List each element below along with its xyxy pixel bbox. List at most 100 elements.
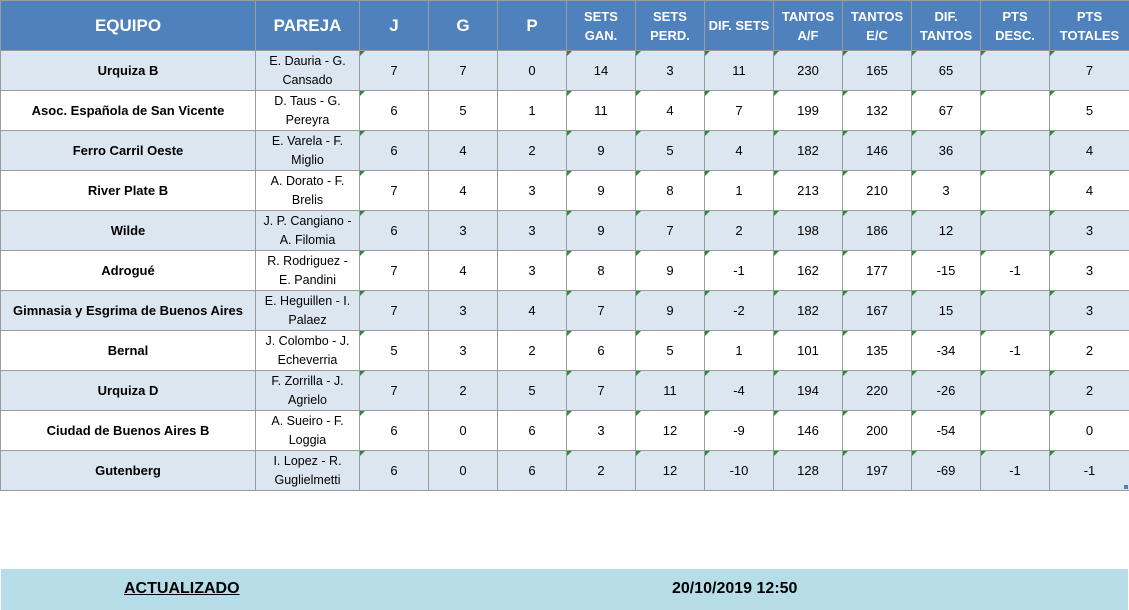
points-against-cell: 146 — [842, 130, 912, 171]
pair-names: A. Sueiro - F. Loggia — [271, 413, 344, 447]
comment-marker-icon — [843, 451, 848, 456]
sets-lost-cell: 5 — [635, 330, 705, 371]
comment-marker-icon — [1050, 411, 1055, 416]
points-against: 167 — [866, 303, 888, 318]
points-deducted-cell — [980, 210, 1050, 251]
lost: 4 — [528, 303, 536, 318]
points-diff: -15 — [936, 263, 956, 278]
table-row: Wilde J. P. Cangiano - A. Filomia 6 3 3 9 7 2 19… — [0, 210, 1129, 251]
sets-won-cell: 7 — [566, 290, 636, 331]
total-points: -1 — [1083, 463, 1096, 478]
comment-marker-icon — [567, 451, 572, 456]
lost-cell: 5 — [497, 370, 567, 411]
points-diff: 65 — [938, 63, 954, 78]
points-diff-cell: -34 — [911, 330, 981, 371]
comment-marker-icon — [981, 291, 986, 296]
comment-marker-icon — [636, 171, 641, 176]
points-for-cell: 199 — [773, 90, 843, 131]
comment-marker-icon — [1050, 251, 1055, 256]
won: 0 — [459, 423, 467, 438]
total-points-cell: 7 — [1049, 50, 1129, 91]
sets-diff: 2 — [735, 223, 743, 238]
points-against-cell: 135 — [842, 330, 912, 371]
won: 4 — [459, 143, 467, 158]
table-row: Ciudad de Buenos Aires B A. Sueiro - F. L… — [0, 410, 1129, 451]
header-tantos-af: TANTOS A/F — [773, 0, 843, 51]
sets-lost-cell: 11 — [635, 370, 705, 411]
points-deducted-cell — [980, 170, 1050, 211]
comment-marker-icon — [774, 331, 779, 336]
points-for-cell: 101 — [773, 330, 843, 371]
comment-marker-icon — [1050, 51, 1055, 56]
points-diff: -69 — [936, 463, 956, 478]
comment-marker-icon — [705, 411, 710, 416]
points-for-cell: 128 — [773, 450, 843, 491]
pair-names-cell: F. Zorrilla - J. Agrielo — [255, 370, 360, 411]
total-points: 3 — [1085, 263, 1094, 278]
points-deducted-cell — [980, 90, 1050, 131]
sets-diff: 1 — [735, 183, 743, 198]
total-points-cell: 2 — [1049, 370, 1129, 411]
won-cell: 0 — [428, 450, 498, 491]
points-deducted: -1 — [1009, 343, 1021, 358]
points-for: 182 — [797, 143, 819, 158]
won: 2 — [459, 383, 467, 398]
table-row: Asoc. Española de San Vicente D. Taus - G… — [0, 90, 1129, 131]
total-points-cell: 0 — [1049, 410, 1129, 451]
pair-names: D. Taus - G. Pereyra — [274, 93, 341, 127]
comment-marker-icon — [912, 91, 917, 96]
played: 5 — [390, 343, 398, 358]
pair-names: E. Varela - F. Miglio — [271, 133, 344, 167]
won: 3 — [459, 343, 467, 358]
comment-marker-icon — [567, 51, 572, 56]
lost: 3 — [528, 223, 536, 238]
points-for-cell: 198 — [773, 210, 843, 251]
points-deducted: -1 — [1009, 263, 1021, 278]
sets-lost: 3 — [666, 63, 674, 78]
sets-lost: 5 — [666, 143, 674, 158]
points-against: 146 — [866, 143, 888, 158]
sets-won-cell: 6 — [566, 330, 636, 371]
sets-lost: 4 — [666, 103, 674, 118]
team-name-cell: Ferro Carril Oeste — [0, 130, 256, 171]
points-against-cell: 210 — [842, 170, 912, 211]
points-for-cell: 213 — [773, 170, 843, 211]
points-against: 200 — [866, 423, 888, 438]
won-cell: 4 — [428, 170, 498, 211]
team-name: Bernal — [107, 343, 149, 358]
points-diff-cell: 3 — [911, 170, 981, 211]
total-points-cell: 3 — [1049, 250, 1129, 291]
header-p: P — [497, 0, 567, 51]
points-diff-cell: 67 — [911, 90, 981, 131]
played-cell: 6 — [359, 130, 429, 171]
comment-marker-icon — [981, 451, 986, 456]
table-row: Ferro Carril Oeste E. Varela - F. Miglio 6… — [0, 130, 1129, 171]
won-cell: 3 — [428, 330, 498, 371]
lost: 3 — [528, 263, 536, 278]
pair-names-cell: D. Taus - G. Pereyra — [255, 90, 360, 131]
comment-marker-icon — [1050, 331, 1055, 336]
won-cell: 5 — [428, 90, 498, 131]
team-name-cell: Ciudad de Buenos Aires B — [0, 410, 256, 451]
header-dif-tantos: DIF. TANTOS — [911, 0, 981, 51]
comment-marker-icon — [567, 331, 572, 336]
points-for-cell: 194 — [773, 370, 843, 411]
comment-marker-icon — [774, 171, 779, 176]
sets-diff-cell: -2 — [704, 290, 774, 331]
sets-lost-cell: 5 — [635, 130, 705, 171]
won-cell: 0 — [428, 410, 498, 451]
team-name: Urquiza D — [97, 383, 159, 398]
comment-marker-icon — [843, 211, 848, 216]
sets-won-cell: 3 — [566, 410, 636, 451]
comment-marker-icon — [774, 411, 779, 416]
team-name: Adrogué — [101, 263, 155, 278]
points-for-cell: 182 — [773, 130, 843, 171]
sets-diff: 1 — [735, 343, 743, 358]
points-against-cell: 186 — [842, 210, 912, 251]
comment-marker-icon — [843, 131, 848, 136]
sets-won-cell: 2 — [566, 450, 636, 491]
sets-lost-cell: 12 — [635, 450, 705, 491]
pair-names-cell: A. Dorato - F. Brelis — [255, 170, 360, 211]
comment-marker-icon — [567, 211, 572, 216]
played: 6 — [390, 103, 398, 118]
